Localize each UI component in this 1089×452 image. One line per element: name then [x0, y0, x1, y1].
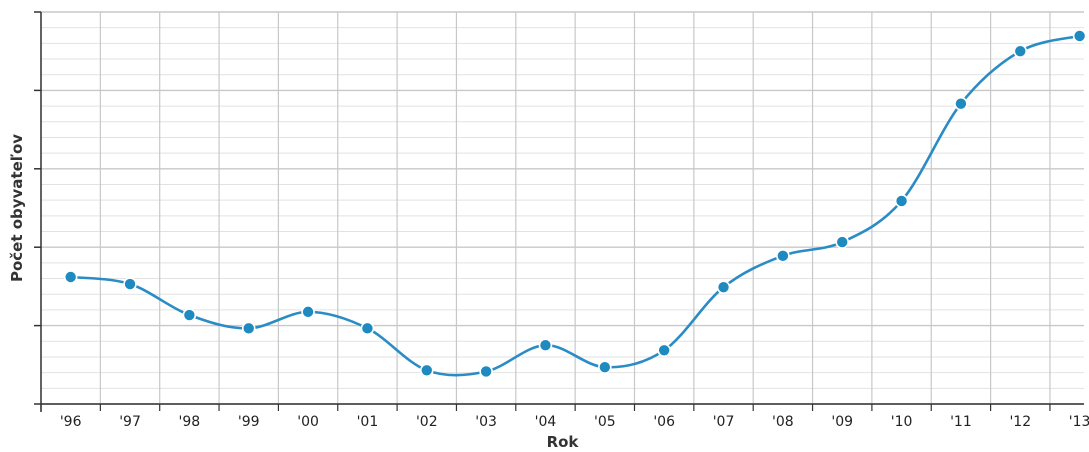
data-point — [1013, 44, 1028, 59]
data-point — [657, 343, 671, 358]
x-tick-label: '13 — [1069, 414, 1089, 430]
data-point — [716, 280, 731, 294]
data-point — [360, 321, 375, 336]
x-tick-label: '12 — [1009, 414, 1031, 430]
x-tick-label: '01 — [357, 414, 379, 430]
data-point — [301, 305, 315, 319]
x-tick-label: '06 — [653, 414, 675, 430]
data-point — [182, 308, 197, 322]
x-tick-label: '96 — [60, 414, 82, 430]
x-tick-label: '03 — [475, 414, 497, 430]
grid — [40, 11, 1084, 405]
data-point — [835, 235, 850, 249]
data-point — [598, 360, 612, 374]
x-tick-label: '98 — [179, 414, 201, 430]
x-tick-label: '97 — [119, 414, 141, 430]
x-tick-label: '05 — [594, 414, 616, 430]
data-point — [538, 338, 553, 353]
data-point — [776, 249, 790, 263]
x-tick-label: '00 — [297, 414, 319, 430]
data-point — [419, 363, 434, 378]
data-point — [1072, 29, 1087, 43]
x-tick-label: '11 — [950, 414, 972, 430]
data-point — [63, 270, 78, 284]
axes — [34, 11, 1084, 412]
data-point — [241, 321, 256, 336]
y-axis-title: Počet obyvateľov — [8, 134, 26, 282]
data-point — [954, 96, 968, 111]
data-point — [479, 364, 493, 379]
data-point — [894, 194, 909, 208]
x-tick-label: '04 — [535, 414, 557, 430]
data-points — [63, 29, 1087, 379]
x-tick-label: '99 — [238, 414, 260, 430]
x-tick-labels: '96 '97 '98 '99 '00 '01 '02 '03 '04 '05 '06 '07 '08 '… — [60, 414, 1089, 430]
data-point — [123, 277, 137, 291]
x-tick-label: '09 — [831, 414, 853, 430]
x-tick-label: '07 — [713, 414, 735, 430]
x-tick-label: '10 — [891, 414, 913, 430]
x-tick-label: '08 — [772, 414, 794, 430]
x-tick-label: '02 — [416, 414, 438, 430]
x-axis-title: Rok — [547, 433, 580, 451]
